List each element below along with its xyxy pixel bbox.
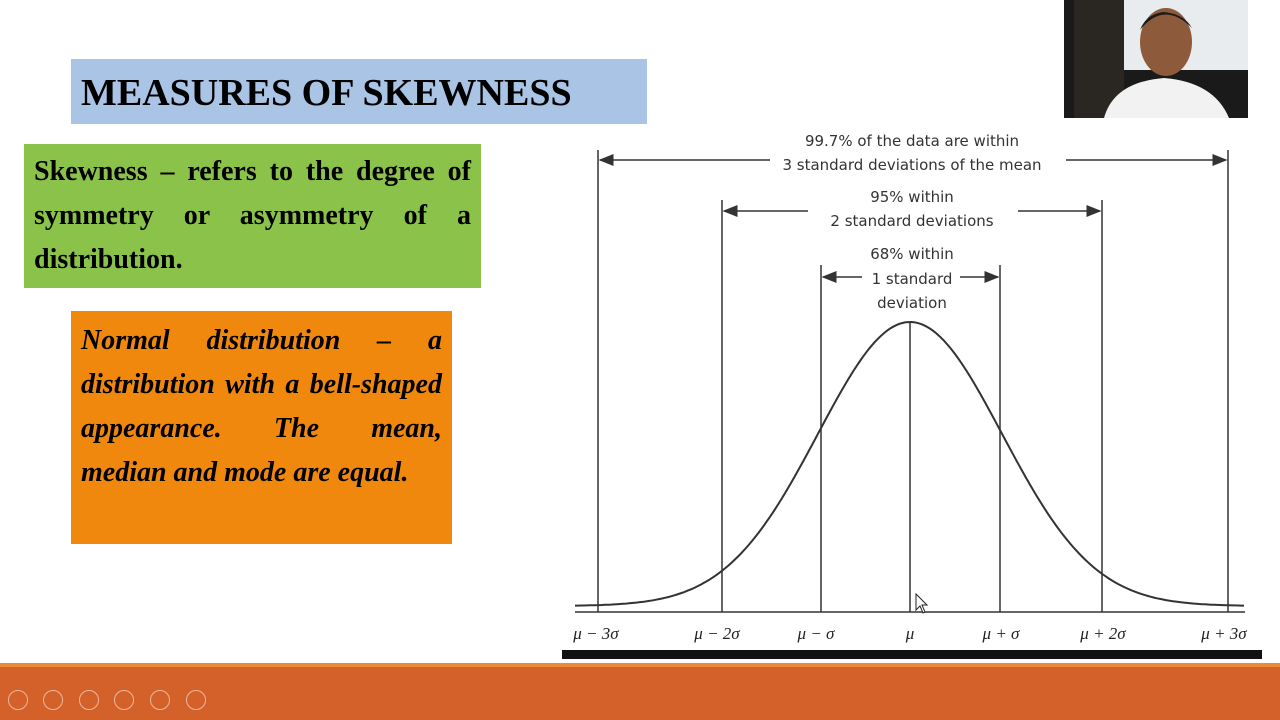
slide-title: MEASURES OF SKEWNESS [71, 59, 647, 124]
axis-label: μ + σ [982, 624, 1021, 643]
slides-button[interactable] [114, 690, 134, 710]
bell-curve [575, 320, 1244, 607]
note-box: Normal distribution – a distribution wit… [71, 311, 452, 544]
guide-lines [575, 150, 1245, 613]
axis-label: μ − σ [797, 624, 836, 643]
axis-label: μ + 2σ [1079, 624, 1126, 643]
next-button[interactable] [43, 690, 63, 710]
bell-curve-diagram: 99.7% of the data are within 3 standard d… [562, 132, 1262, 659]
annotation-text: deviation [877, 294, 947, 312]
annotation-text: 68% within [870, 245, 954, 263]
axis-label: μ + 3σ [1200, 624, 1247, 643]
presentation-toolbar [0, 663, 1280, 720]
prev-button[interactable] [8, 690, 28, 710]
axis-label: μ [905, 624, 915, 643]
axis-bar [562, 650, 1262, 659]
annotation-text: 95% within [870, 188, 954, 206]
annotation-text: 99.7% of the data are within [805, 132, 1019, 150]
pen-button[interactable] [79, 690, 99, 710]
zoom-button[interactable] [150, 690, 170, 710]
axis-label: μ − 2σ [693, 624, 740, 643]
annotation-text: 2 standard deviations [830, 212, 993, 230]
webcam-feed [1064, 0, 1248, 118]
annotation-text: 3 standard deviations of the mean [782, 156, 1041, 174]
annotation-text: 1 standard [872, 270, 953, 288]
more-button[interactable] [186, 690, 206, 710]
axis-label: μ − 3σ [572, 624, 619, 643]
definition-box: Skewness – refers to the degree of symme… [24, 144, 481, 288]
webcam-image [1064, 0, 1248, 118]
mouse-cursor [915, 592, 929, 614]
